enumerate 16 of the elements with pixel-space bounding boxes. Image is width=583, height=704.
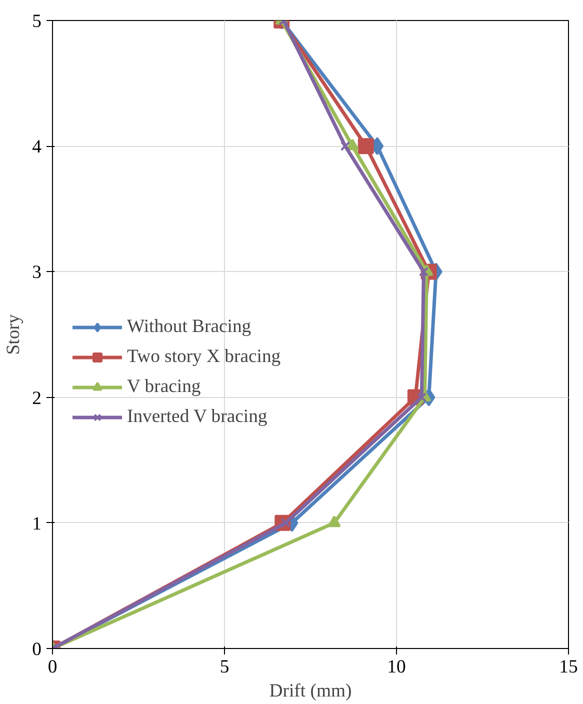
x-tick-label: 15: [559, 656, 578, 678]
y-axis-title: Story: [3, 314, 24, 355]
y-tick-label: 1: [32, 513, 42, 534]
legend-label: Inverted V bracing: [127, 406, 268, 428]
legend-label: Two story X bracing: [127, 346, 281, 368]
legend-label: V bracing: [127, 376, 201, 398]
x-tick-label: 5: [220, 656, 230, 678]
y-tick-label: 3: [32, 262, 42, 284]
x-axis-title: Drift (mm): [269, 680, 352, 702]
legend-label: Without Bracing: [127, 316, 252, 338]
x-tick-label: 0: [48, 656, 58, 678]
y-tick-label: 0: [32, 639, 42, 660]
x-tick-label: 10: [387, 656, 406, 678]
y-tick-label: 2: [32, 388, 42, 409]
y-tick-label: 4: [32, 136, 42, 158]
y-tick-label: 5: [32, 11, 42, 32]
